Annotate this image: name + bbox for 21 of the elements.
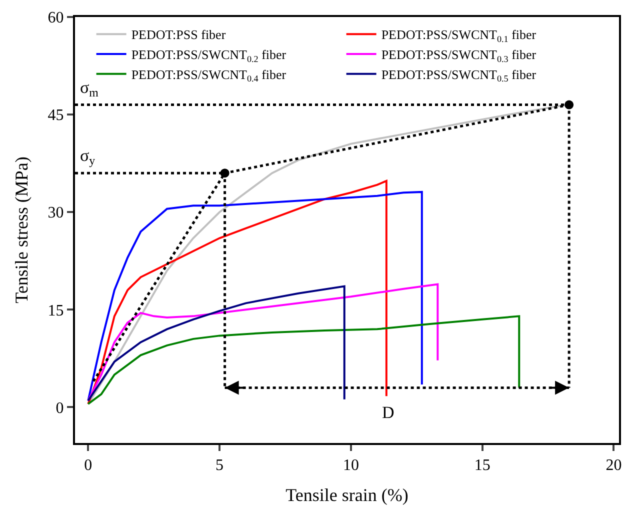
legend-label: PEDOT:PSS/SWCNT$_{0.4}$ fiber	[131, 66, 287, 84]
y-axis-title: Tensile stress (MPa)	[12, 156, 32, 304]
y-tick-label: 15	[48, 302, 64, 320]
legend-label: PEDOT:PSS/SWCNT$_{0.3}$ fiber	[381, 47, 537, 64]
x-axis-title: Tensile srain (%)	[286, 484, 408, 505]
legend-label: PEDOT:PSS/SWCNT$_{0.5}$ fiber	[381, 66, 537, 84]
y-tick-label: 45	[48, 107, 64, 124]
annotation: D	[382, 403, 394, 422]
y-tick-label: 0	[56, 400, 64, 417]
annotation: σ$_{y}$	[80, 146, 96, 168]
y-tick-label: 30	[48, 204, 64, 222]
x-tick-label: 20	[606, 457, 622, 474]
legend-label: PEDOT:PSS/SWCNT$_{0.2}$ fiber	[131, 47, 287, 64]
x-tick-label: 10	[342, 457, 359, 474]
x-tick-label: 15	[474, 457, 490, 474]
y-tick-label: 60	[48, 10, 64, 27]
x-tick-label: 5	[216, 457, 224, 474]
annotation: σ$_{m}$	[80, 78, 100, 100]
legend-label: PEDOT:PSS fiber	[131, 27, 226, 42]
x-tick-label: 0	[84, 457, 92, 474]
legend-label: PEDOT:PSS/SWCNT$_{0.1}$ fiber	[381, 27, 537, 44]
